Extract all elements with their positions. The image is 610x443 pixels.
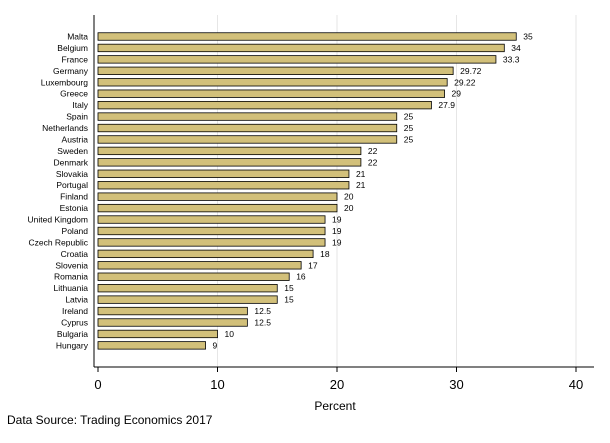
- bar-22: [97, 284, 278, 293]
- value-label-27: 9: [213, 340, 218, 350]
- bar-27: [97, 341, 206, 350]
- source-note: Data Source: Trading Economics 2017: [7, 413, 213, 427]
- category-label-15: Estonia: [60, 203, 89, 213]
- category-label-27: Hungary: [56, 340, 89, 350]
- category-label-11: Denmark: [54, 157, 89, 167]
- x-axis-title: Percent: [314, 399, 356, 413]
- category-label-23: Latvia: [65, 295, 88, 305]
- value-label-13: 21: [356, 180, 366, 190]
- bar-4: [97, 78, 448, 87]
- bar-23: [97, 295, 278, 304]
- bar-12: [97, 169, 350, 178]
- value-labels: 353433.329.7229.222927.92525252222212120…: [213, 32, 533, 351]
- bar-25: [97, 318, 248, 327]
- bar-6: [97, 100, 432, 110]
- category-label-8: Netherlands: [42, 123, 88, 133]
- bar-15: [97, 203, 338, 213]
- value-label-20: 17: [308, 260, 318, 270]
- category-label-14: Finland: [60, 192, 88, 202]
- bar-1: [97, 43, 505, 53]
- bar-0: [97, 32, 517, 41]
- category-label-18: Czech Republic: [28, 237, 88, 247]
- value-label-24: 12.5: [254, 306, 271, 316]
- x-tick-label-0: 0: [94, 377, 101, 392]
- bar-20: [97, 261, 302, 270]
- category-label-4: Luxembourg: [41, 77, 89, 87]
- value-label-3: 29.72: [460, 66, 482, 76]
- value-label-14: 20: [344, 192, 354, 202]
- category-label-0: Malta: [67, 32, 88, 42]
- value-label-25: 12.5: [254, 318, 271, 328]
- bar-2: [97, 55, 497, 64]
- bar-9: [97, 135, 398, 144]
- category-label-19: Croatia: [61, 249, 89, 259]
- category-label-6: Italy: [72, 100, 88, 110]
- x-tick-label-10: 10: [210, 377, 224, 392]
- value-label-23: 15: [284, 295, 294, 305]
- category-label-21: Romania: [54, 272, 88, 282]
- value-label-16: 19: [332, 215, 342, 225]
- x-tick-label-40: 40: [569, 377, 583, 392]
- value-label-12: 21: [356, 169, 366, 179]
- value-label-10: 22: [368, 146, 378, 156]
- bars: [97, 32, 517, 350]
- value-label-11: 22: [368, 157, 378, 167]
- axes: [93, 15, 594, 372]
- bar-8: [97, 123, 398, 133]
- bar-16: [97, 215, 326, 224]
- bar-17: [97, 226, 326, 236]
- category-label-25: Cyprus: [61, 318, 88, 328]
- bar-21: [97, 272, 290, 281]
- category-label-22: Lithuania: [53, 283, 88, 293]
- value-label-8: 25: [404, 123, 414, 133]
- value-label-22: 15: [284, 283, 294, 293]
- bar-14: [97, 192, 338, 201]
- bar-19: [97, 249, 314, 259]
- x-tick-labels: 0 10 20 30 40: [94, 377, 583, 392]
- value-label-18: 19: [332, 237, 342, 247]
- bar-13: [97, 181, 350, 190]
- value-label-21: 16: [296, 272, 306, 282]
- value-label-17: 19: [332, 226, 342, 236]
- category-label-20: Slovenia: [55, 260, 88, 270]
- category-label-3: Germany: [53, 66, 89, 76]
- category-label-9: Austria: [62, 134, 89, 144]
- value-label-7: 25: [404, 112, 414, 122]
- category-label-26: Bulgaria: [57, 329, 88, 339]
- value-label-9: 25: [404, 134, 414, 144]
- value-label-19: 18: [320, 249, 330, 259]
- value-label-1: 34: [511, 43, 521, 53]
- bar-3: [97, 66, 454, 75]
- bar-18: [97, 238, 326, 247]
- bar-24: [97, 306, 248, 316]
- value-label-2: 33.3: [503, 54, 520, 64]
- bar-7: [97, 112, 398, 121]
- value-label-6: 27.9: [438, 100, 455, 110]
- x-tick-label-30: 30: [449, 377, 463, 392]
- value-label-0: 35: [523, 32, 533, 42]
- category-label-1: Belgium: [57, 43, 88, 53]
- category-label-7: Spain: [66, 112, 88, 122]
- bar-26: [97, 329, 218, 339]
- category-label-2: France: [62, 54, 89, 64]
- value-label-15: 20: [344, 203, 354, 213]
- bar-11: [97, 158, 362, 167]
- value-label-5: 29: [452, 89, 462, 99]
- category-label-24: Ireland: [62, 306, 88, 316]
- bar-10: [97, 146, 362, 156]
- value-label-4: 29.22: [454, 77, 476, 87]
- value-label-26: 10: [225, 329, 235, 339]
- category-label-12: Slovakia: [56, 169, 88, 179]
- category-label-13: Portugal: [56, 180, 88, 190]
- category-label-5: Greece: [60, 89, 88, 99]
- category-label-17: Poland: [62, 226, 89, 236]
- bar-5: [97, 89, 445, 98]
- category-label-10: Sweden: [57, 146, 88, 156]
- category-label-16: United Kingdom: [28, 215, 88, 225]
- x-tick-label-20: 20: [330, 377, 344, 392]
